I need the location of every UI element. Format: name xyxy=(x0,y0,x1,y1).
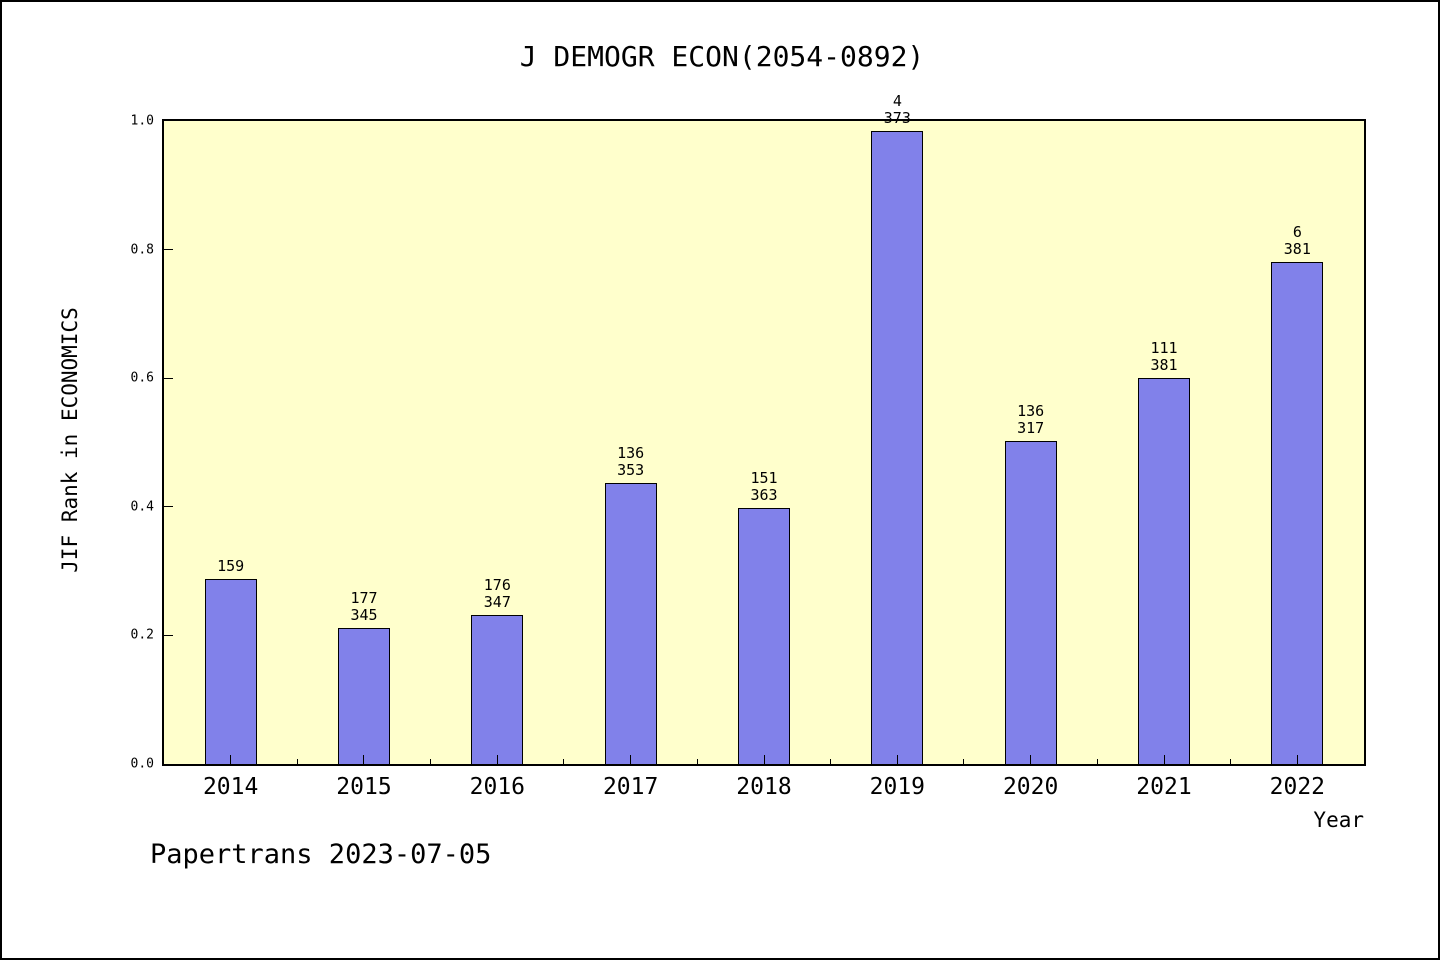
x-minor-tick-mark xyxy=(430,759,432,764)
y-tick-label: 0.4 xyxy=(130,499,154,515)
x-tick-label: 2015 xyxy=(336,774,392,800)
y-tick-label: 1.0 xyxy=(130,113,154,129)
plot-area: Year 0.0 0.2 0.4 0.6 0.8 1.0 159 2014 177 345 201… xyxy=(131,93,1366,832)
x-minor-tick-mark xyxy=(1096,759,1098,764)
x-tick-mark xyxy=(363,755,365,764)
x-tick-label: 2016 xyxy=(469,774,526,800)
x-tick-mark xyxy=(1030,755,1032,764)
x-tick-mark xyxy=(763,755,765,764)
x-minor-tick-mark xyxy=(963,759,965,764)
bar xyxy=(1138,377,1190,764)
x-minor-tick-mark xyxy=(830,759,832,764)
y-axis-label: JIF Rank in ECONOMICS xyxy=(58,307,82,573)
bar-value-label: 136 317 xyxy=(1017,401,1045,437)
bar xyxy=(1271,262,1324,764)
y-tick-mark xyxy=(164,634,173,636)
bar-value-label: 136 353 xyxy=(617,444,645,480)
x-tick-mark xyxy=(496,755,498,764)
x-minor-tick-mark xyxy=(696,759,698,764)
x-tick-label: 2014 xyxy=(202,774,259,800)
bar xyxy=(471,615,524,764)
x-tick-mark xyxy=(630,755,632,764)
bar-value-label: 159 xyxy=(217,557,245,576)
x-minor-tick-mark xyxy=(296,759,298,764)
y-tick-label: 0.8 xyxy=(130,242,154,258)
y-tick-label: 0.2 xyxy=(130,627,154,643)
x-tick-label: 2018 xyxy=(736,774,792,800)
x-minor-tick-mark xyxy=(563,759,565,764)
bar-value-label: 177 345 xyxy=(350,588,378,624)
x-tick-mark xyxy=(1296,755,1298,764)
x-tick-label: 2021 xyxy=(1136,774,1192,800)
bar xyxy=(871,131,924,764)
bar xyxy=(1004,440,1057,764)
x-minor-tick-mark xyxy=(1230,759,1232,764)
chart-title: J DEMOGR ECON(2054-0892) xyxy=(519,40,925,73)
y-tick-label: 0.0 xyxy=(130,756,154,772)
x-axis-label: Year xyxy=(1313,808,1364,832)
y-tick-mark xyxy=(164,249,173,251)
x-tick-label: 2017 xyxy=(602,774,659,800)
x-tick-label: 2022 xyxy=(1269,774,1326,800)
bar-value-label: 6 381 xyxy=(1283,223,1311,259)
x-tick-mark xyxy=(230,755,232,764)
bar xyxy=(738,508,790,764)
bar-value-label: 4 373 xyxy=(883,92,911,128)
y-tick-mark xyxy=(164,506,173,508)
y-tick-label: 0.6 xyxy=(130,370,154,386)
bar xyxy=(337,627,390,764)
bar-value-label: 151 363 xyxy=(750,469,778,505)
bar xyxy=(204,579,257,764)
y-tick-mark xyxy=(164,377,173,379)
bar-value-label: 111 381 xyxy=(1150,338,1178,374)
footer-note: Papertrans 2023-07-05 xyxy=(150,839,492,870)
bar-value-label: 176 347 xyxy=(483,576,511,612)
x-tick-mark xyxy=(1163,755,1165,764)
x-tick-mark xyxy=(896,755,898,764)
bar xyxy=(604,483,657,764)
x-tick-label: 2019 xyxy=(869,774,926,800)
x-tick-label: 2020 xyxy=(1002,774,1059,800)
